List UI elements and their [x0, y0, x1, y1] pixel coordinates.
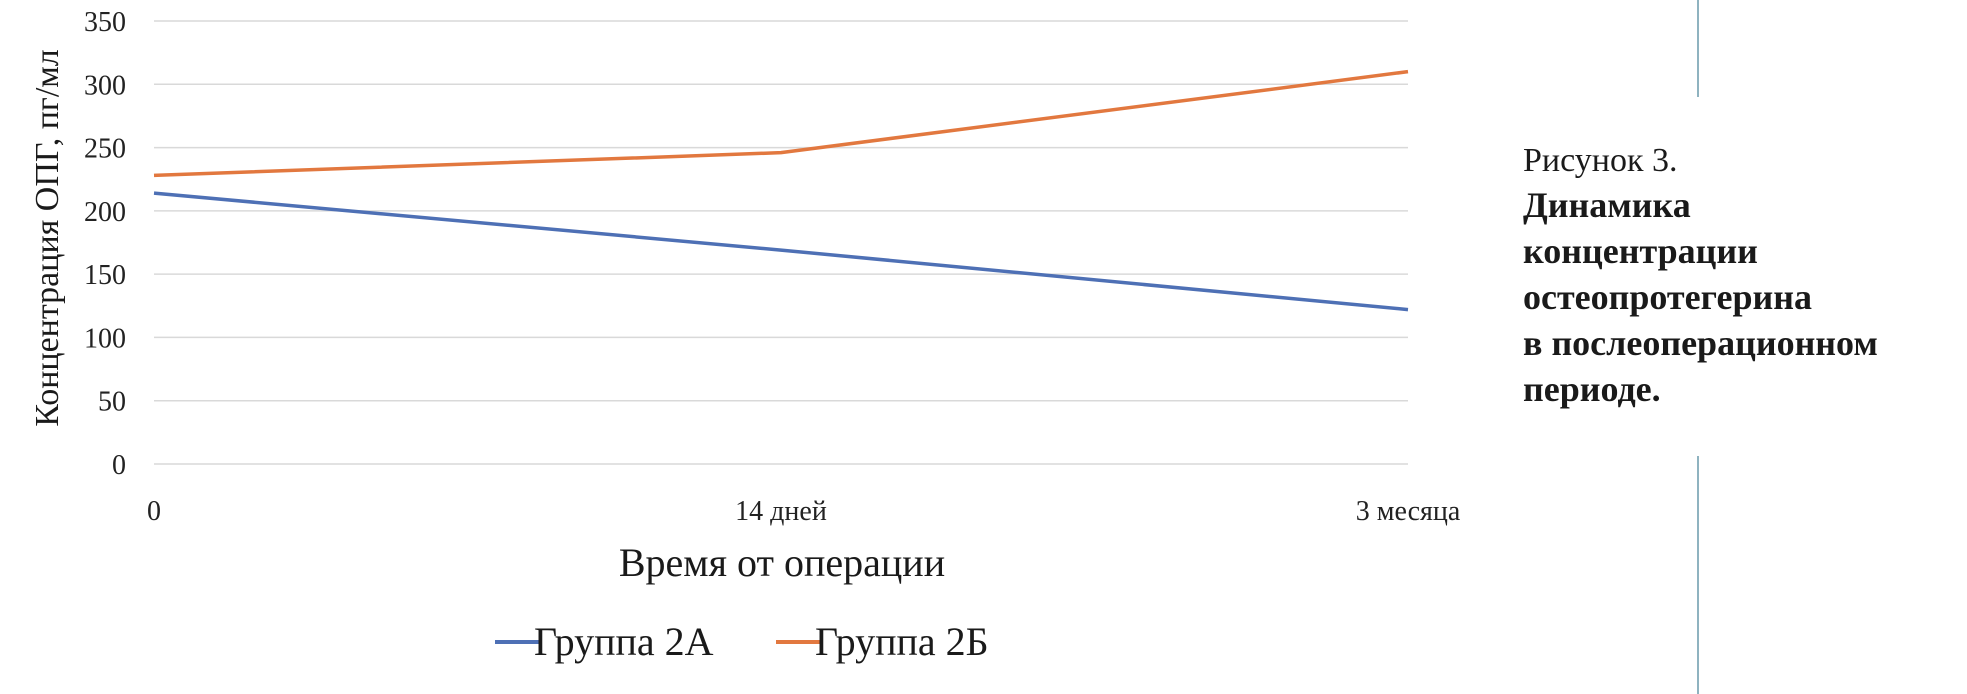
- caption-label: Рисунок 3.: [1523, 142, 1678, 179]
- y-tick-label: 350: [84, 7, 126, 38]
- legend-entry: Группа 2Б: [815, 619, 989, 664]
- figure-caption: Рисунок 3. Динамика концентрации остеопрот…: [1523, 140, 1963, 412]
- x-tick-labels: 0 14 дней 3 месяца: [147, 496, 1461, 527]
- y-tick-label: 150: [84, 260, 126, 291]
- caption-title-line: остеопротегерина: [1523, 277, 1812, 317]
- caption-title: Динамика концентрации остеопротегерина в по…: [1523, 182, 1963, 412]
- y-tick-label: 250: [84, 134, 126, 165]
- y-tick-label: 0: [112, 450, 126, 481]
- caption-title-line: в послеоперационном: [1523, 323, 1878, 363]
- y-tick-labels: 0 50 100 150 200 250 300 350: [84, 7, 126, 481]
- caption-title-line: Динамика: [1523, 185, 1691, 225]
- x-tick-label: 0: [147, 496, 161, 527]
- y-tick-label: 100: [84, 323, 126, 354]
- caption-title-line: периоде.: [1523, 369, 1661, 409]
- x-axis-title: Время от операции: [619, 540, 945, 585]
- y-tick-label: 50: [98, 387, 126, 418]
- legend-entry: Группа 2А: [534, 619, 714, 664]
- series-lines: [153, 69, 1409, 312]
- legend: Группа 2А Группа 2Б: [495, 619, 989, 664]
- gridlines: [154, 20, 1408, 465]
- series-line: [153, 69, 1409, 178]
- y-tick-label: 300: [84, 70, 126, 101]
- x-tick-label: 3 месяца: [1356, 496, 1461, 527]
- y-axis-title: Концентрация ОПГ, пг/мл: [29, 49, 66, 427]
- series-line: [153, 191, 1409, 312]
- y-tick-label: 200: [84, 197, 126, 228]
- x-tick-label: 14 дней: [735, 496, 827, 527]
- caption-title-line: концентрации: [1523, 231, 1758, 271]
